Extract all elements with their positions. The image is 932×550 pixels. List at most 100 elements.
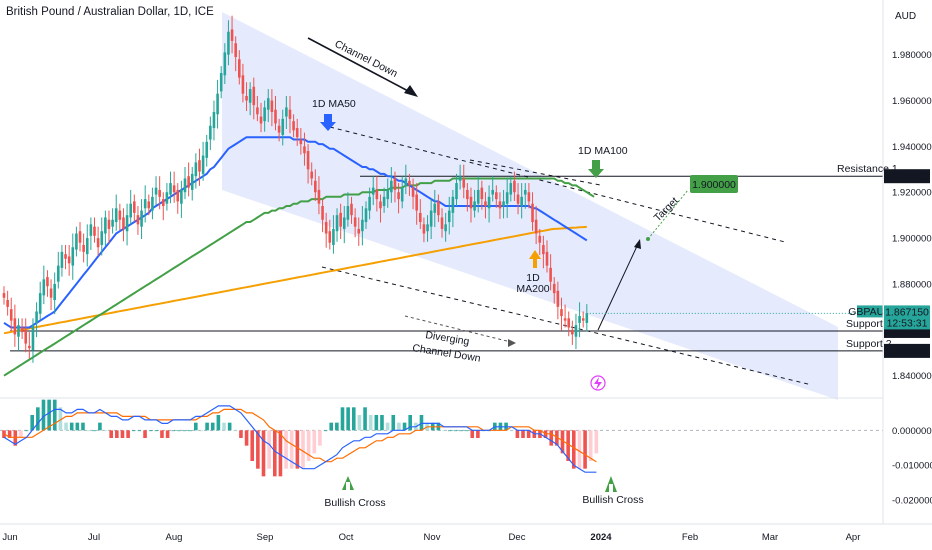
- macd-histogram-bar: [515, 430, 520, 438]
- candle-body: [241, 75, 245, 94]
- candle-body: [230, 29, 234, 41]
- candle: [158, 176, 161, 210]
- macd-histogram-bar: [216, 414, 221, 431]
- candle: [324, 212, 328, 248]
- candle: [364, 201, 368, 229]
- candle: [245, 82, 248, 112]
- candle: [281, 109, 285, 146]
- candle: [205, 134, 209, 167]
- macd-histogram-bar: [148, 430, 153, 432]
- macd-tick-0: 0.000000: [892, 426, 932, 437]
- candle: [397, 183, 400, 214]
- candle: [67, 244, 71, 276]
- price-tick-2: 1.940000: [892, 142, 932, 153]
- macd-histogram-bar: [267, 430, 271, 469]
- price-tick-3: 1.920000: [892, 188, 932, 199]
- candle-body: [122, 217, 125, 229]
- macd-histogram-bar: [182, 430, 187, 432]
- candle: [223, 43, 227, 85]
- candle: [17, 318, 20, 351]
- channel-down-label: Channel Down: [333, 38, 400, 80]
- macd-histogram-bar: [560, 430, 565, 454]
- ma50-label: 1D MA50: [312, 98, 356, 110]
- candle-body: [516, 194, 520, 204]
- candle: [299, 128, 303, 155]
- candle: [531, 192, 534, 231]
- candle-body: [140, 210, 143, 227]
- candle-body: [89, 224, 93, 236]
- candle-body: [458, 176, 462, 181]
- macd-histogram-bar: [52, 399, 57, 431]
- candle-body: [190, 173, 194, 190]
- macd-histogram-bar: [58, 407, 63, 431]
- macd-histogram-bar: [476, 430, 480, 438]
- candle-body: [466, 189, 469, 200]
- candle-body: [386, 189, 390, 200]
- candle: [303, 132, 306, 166]
- candle-body: [542, 244, 545, 255]
- candle-body: [411, 187, 415, 197]
- candle: [509, 176, 513, 202]
- candle-body: [571, 329, 574, 335]
- candle-body: [502, 201, 505, 206]
- candle: [111, 208, 114, 234]
- candle: [57, 251, 60, 289]
- candle-body: [158, 189, 161, 197]
- candle: [20, 318, 24, 339]
- candle-body: [6, 300, 9, 307]
- candle-body: [180, 189, 183, 204]
- candle-body: [35, 311, 38, 323]
- candle-body: [520, 196, 523, 206]
- candle-body: [169, 183, 172, 195]
- candle: [310, 162, 313, 186]
- candle-body: [408, 180, 411, 186]
- macd-histogram-bar: [188, 430, 192, 432]
- time-tick-1: Jul: [88, 532, 100, 543]
- price-tick-4: 1.900000: [892, 234, 932, 245]
- candle-body: [462, 178, 466, 188]
- candle: [393, 171, 397, 203]
- candle: [28, 332, 31, 359]
- price-tick-0: 1.980000: [892, 50, 932, 61]
- candle: [143, 185, 147, 223]
- candle-body: [96, 238, 100, 248]
- macd-histogram-bar: [261, 430, 266, 477]
- macd-histogram-bar: [464, 430, 469, 432]
- macd-histogram-bar: [470, 430, 475, 438]
- candle: [35, 302, 38, 338]
- candle: [353, 208, 357, 238]
- candle: [46, 270, 49, 297]
- candle-body: [498, 201, 502, 209]
- macd-histogram-bar: [588, 430, 593, 462]
- macd-histogram-bar: [306, 430, 311, 462]
- candle: [151, 187, 154, 220]
- time-tick-3: Sep: [257, 532, 274, 543]
- candle: [404, 164, 408, 195]
- macd-histogram-bar: [374, 414, 379, 431]
- macd-histogram-bar: [340, 407, 345, 431]
- macd-histogram-bar: [577, 430, 582, 469]
- candle-body: [437, 201, 440, 216]
- candle: [375, 176, 379, 212]
- candle: [259, 102, 263, 133]
- candle: [263, 100, 266, 132]
- candle-body: [484, 201, 487, 206]
- candle-body: [71, 247, 75, 266]
- macd-histogram-bar: [92, 430, 97, 432]
- macd-histogram-bar: [312, 430, 317, 454]
- macd-histogram-bar: [380, 414, 384, 431]
- candle-body: [194, 162, 198, 177]
- target-price-text: 1.900000: [692, 179, 736, 191]
- candle: [209, 116, 212, 151]
- macd-histogram-bar: [368, 414, 373, 431]
- candle: [545, 240, 549, 273]
- candle-body: [49, 288, 53, 298]
- candle: [581, 311, 585, 328]
- candle: [451, 189, 455, 228]
- candle-body: [556, 290, 560, 307]
- time-tick-8: Feb: [682, 532, 698, 543]
- candle: [6, 290, 9, 316]
- price-tick-5: 1.880000: [892, 279, 932, 290]
- candle-body: [513, 180, 516, 193]
